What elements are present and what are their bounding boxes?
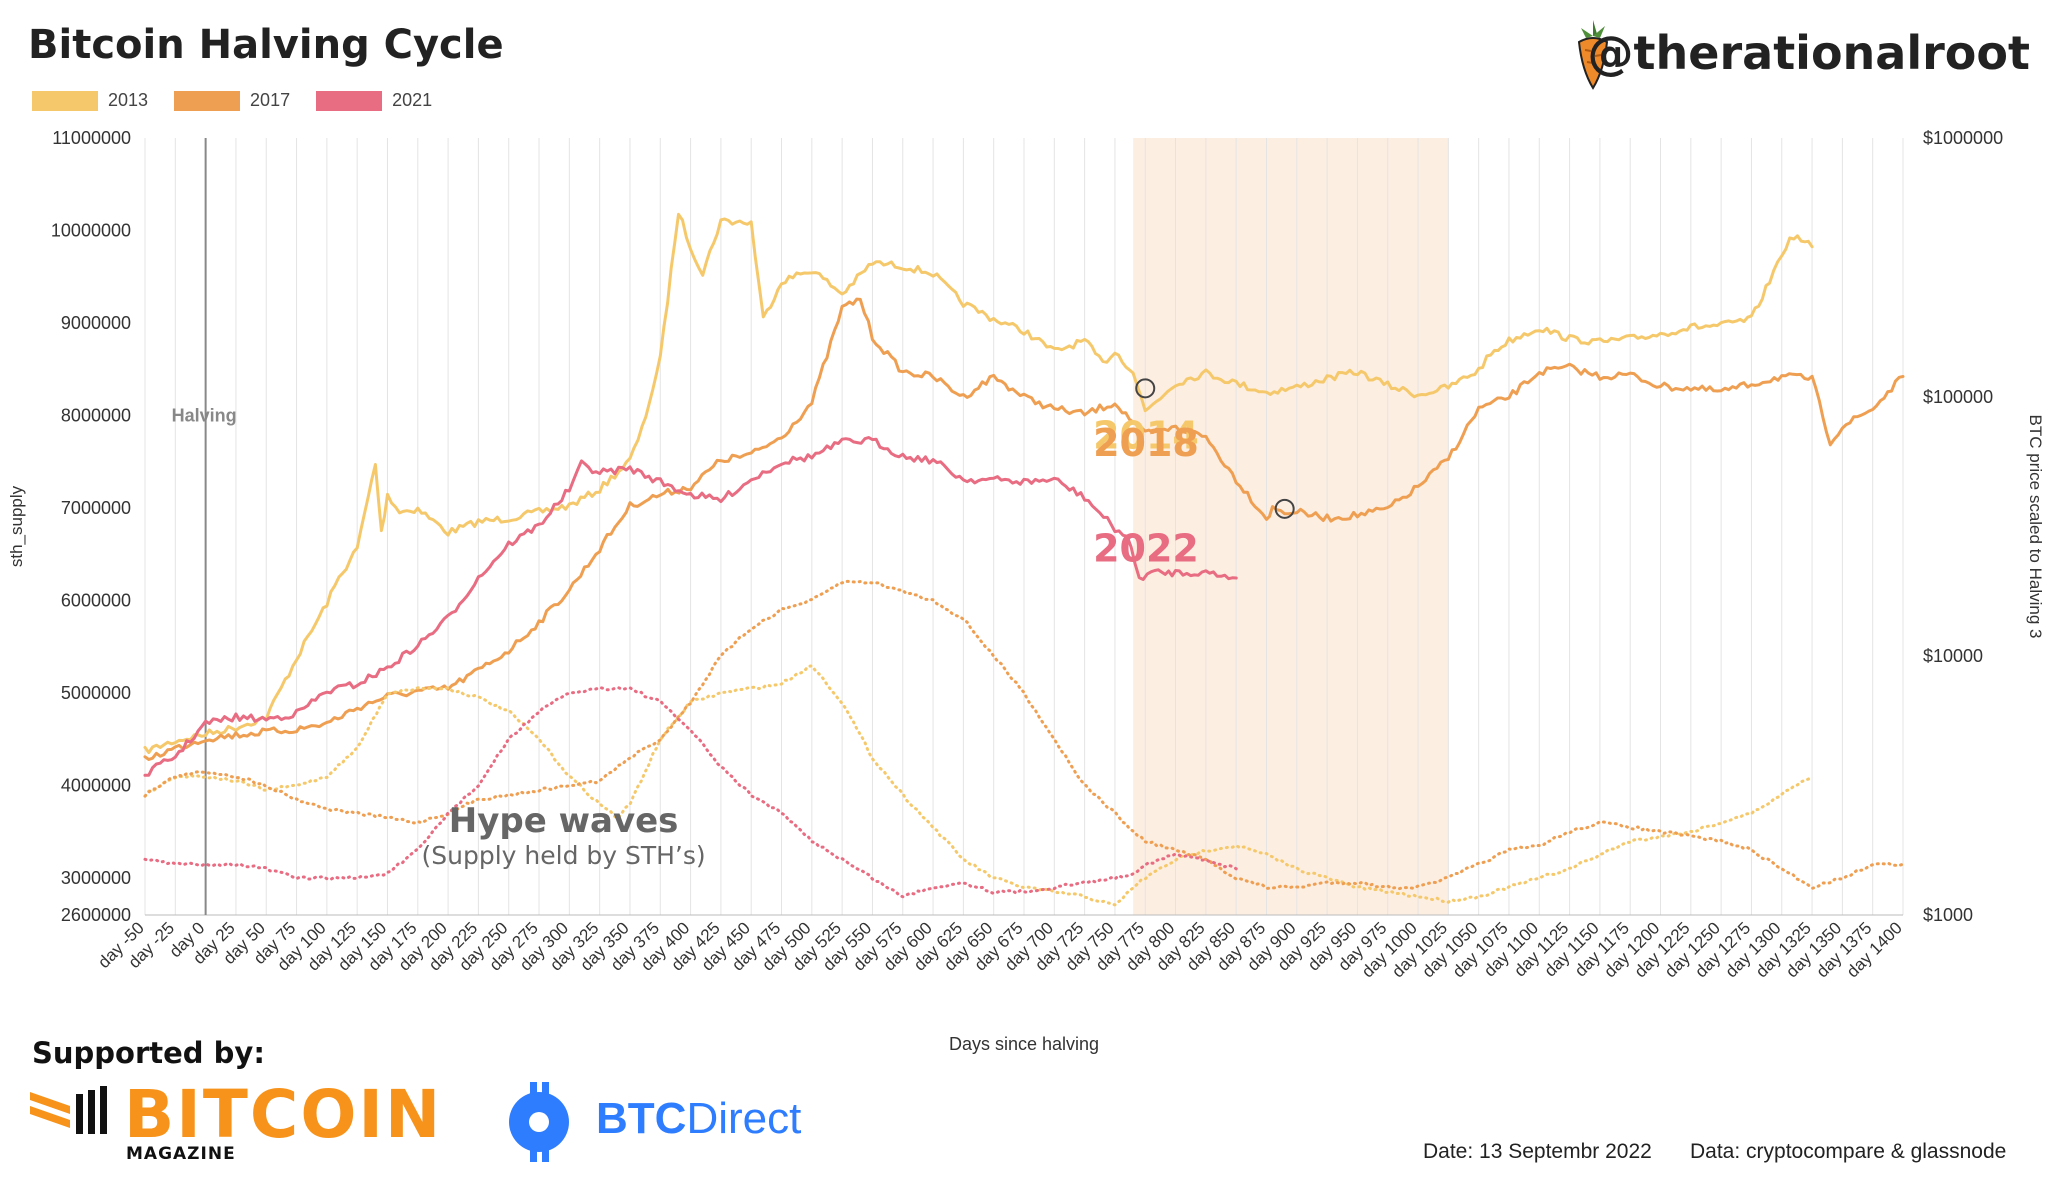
footer-source: Data: cryptocompare & glassnode <box>1690 1140 2007 1163</box>
btcdirect-logo-icon <box>509 1082 569 1162</box>
y-tick-label-left: 8000000 <box>61 406 131 426</box>
legend-item-2017[interactable]: 2017 <box>174 90 290 111</box>
bitcoin-magazine-wordmark: BITCOIN <box>124 1076 443 1153</box>
y-tick-label-left: 6000000 <box>61 591 131 611</box>
series-line-sth_supply-2021 <box>143 686 1238 899</box>
y-tick-label-left: 7000000 <box>61 498 131 518</box>
y-tick-label-right: $100000 <box>1923 387 1993 407</box>
legend-swatch-2013 <box>32 90 98 111</box>
btcdirect-wordmark-bold: BTC <box>596 1094 687 1143</box>
marker-group <box>1135 378 1295 519</box>
series-line-sth_supply-2017 <box>143 579 1905 891</box>
footer-date: Date: 13 Septembr 2022 <box>1423 1140 1652 1163</box>
legend: 2013 2017 2021 <box>32 90 432 111</box>
y-tick-label-left: 11000000 <box>52 128 131 148</box>
supported-by-label: Supported by: <box>32 1036 265 1070</box>
halving-cycle-chart: Halving 11000000 10000000 9000000 8000000 70… <box>7 128 2045 1054</box>
grid <box>144 138 1904 916</box>
legend-label: 2017 <box>250 90 291 110</box>
annotation-label: 2022 <box>1093 526 1199 570</box>
y-tick-label-left: 10000000 <box>51 221 131 241</box>
series-group <box>143 212 1905 907</box>
y-tick-label-right: $1000000 <box>1923 128 2003 148</box>
legend-label: 2013 <box>108 90 149 110</box>
author-handle: @therationalroot <box>1587 26 2030 80</box>
halving-label: Halving <box>172 406 237 426</box>
y-axis-right-label: BTC price scaled to Halving 3 <box>2026 415 2045 639</box>
bitcoin-magazine-logo-icon <box>30 1086 107 1134</box>
y-axis-left: 11000000 10000000 9000000 8000000 7000000 600… <box>51 128 131 925</box>
series-line-price-2017 <box>143 297 1905 761</box>
btcdirect-wordmark: BTCDirect <box>596 1094 801 1144</box>
y-tick-label-right: $1000 <box>1923 905 1973 925</box>
legend-swatch-2021 <box>316 90 383 111</box>
circle-marker <box>1135 378 1156 399</box>
y-tick-label-right: $10000 <box>1923 646 1983 666</box>
series-line-price-2021 <box>143 436 1238 777</box>
y-tick-label-left: 9000000 <box>61 313 131 333</box>
series-line-sth_supply-2013 <box>143 664 1814 907</box>
page-title: Bitcoin Halving Cycle <box>28 22 504 68</box>
annotation-label: 2014 <box>1093 414 1199 458</box>
series-line-price-2013 <box>143 212 1814 755</box>
y-tick-label-left: 5000000 <box>61 683 131 703</box>
legend-item-2013[interactable]: 2013 <box>32 90 148 111</box>
x-axis-label: Days since halving <box>949 1034 1099 1054</box>
y-tick-label-left: 4000000 <box>61 776 131 796</box>
y-axis-right: $1000000 $100000 $10000 $1000 <box>1923 128 2003 925</box>
y-tick-label-left: 2600000 <box>61 905 131 925</box>
annotation-label: 2018 <box>1093 421 1199 465</box>
circle-marker <box>1274 498 1295 519</box>
legend-swatch-2017 <box>174 90 241 111</box>
highlight-band <box>1133 138 1449 915</box>
carrot-logo-icon <box>1577 20 1609 90</box>
bitcoin-magazine-subtitle: MAGAZINE <box>126 1144 236 1164</box>
annotation-label: Hype waves <box>449 801 679 841</box>
y-axis-left-label: sth_supply <box>7 485 26 567</box>
legend-label: 2021 <box>392 90 433 110</box>
legend-item-2021[interactable]: 2021 <box>316 90 432 111</box>
annotation-label: (Supply held by STH’s) <box>422 841 706 870</box>
btcdirect-wordmark-light: Direct <box>686 1094 802 1143</box>
y-tick-label-left: 3000000 <box>61 868 131 888</box>
